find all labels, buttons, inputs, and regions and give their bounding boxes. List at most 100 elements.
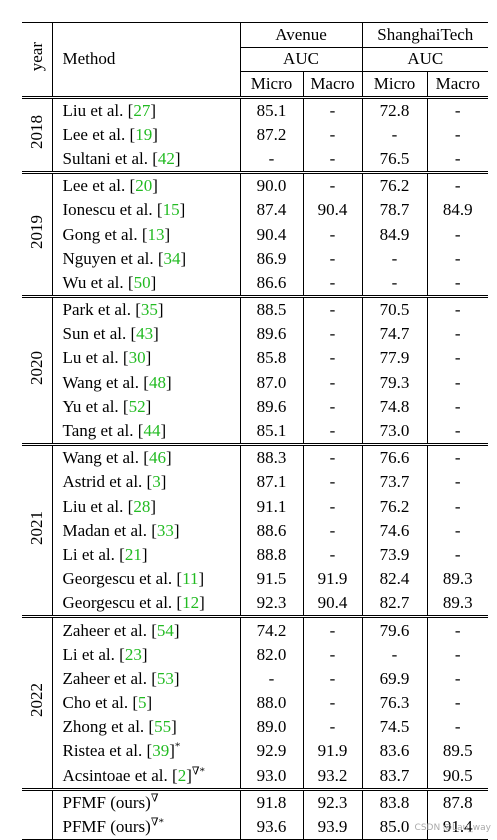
table-row: Astrid et al. [3] 87.1-73.7-: [22, 470, 489, 495]
table-row: 2020 Park et al. [35] 88.5-70.5-: [22, 294, 489, 445]
value-cell: 77.9: [361, 346, 428, 371]
value-cell: 89.3: [426, 567, 489, 592]
year-group: PFMF (ours)∇ 91.8 92.3 83.8 87.8 PFMF (ours)∇…: [22, 787, 489, 840]
value-cell: -: [302, 494, 363, 519]
value-cell: 91.9: [302, 739, 363, 764]
value-cell: -: [361, 122, 428, 147]
value-cell: 82.0: [256, 644, 287, 664]
value-cell: 70.5: [361, 295, 428, 323]
value-cell: 89.3: [426, 591, 489, 617]
method-cell: Lu et al. [30]: [52, 346, 241, 371]
value-cell: -: [302, 691, 363, 716]
value-cell: -: [361, 246, 428, 271]
value-cell: 74.6: [361, 518, 428, 543]
table-row: 2021 Wang et al. [46] 88.3-76.6-: [22, 443, 489, 617]
method-cell: Nguyen et al. [34]: [52, 246, 241, 271]
value-cell: 85.1: [256, 421, 287, 441]
method-cell: Li et al. [23]: [52, 642, 241, 667]
year-cell: 2021: [22, 443, 53, 617]
dataset-name: ShanghaiTech: [361, 22, 489, 48]
column-name: Macro: [426, 71, 489, 97]
value-cell: -: [302, 171, 363, 199]
value-cell: 90.5: [426, 763, 489, 790]
table-row: Madan et al. [33] 88.6-74.6-: [22, 518, 489, 543]
method-cell: Georgescu et al. [12]: [52, 591, 241, 617]
header-row: AUC AUC: [22, 47, 489, 72]
value-cell: -: [302, 246, 363, 271]
table-row: Tang et al. [44] 85.1-73.0-: [22, 418, 489, 445]
value-cell: 89.6: [256, 396, 287, 416]
value-cell: 89.0: [256, 717, 287, 737]
method-cell: Sultani et al. [42]: [52, 146, 241, 173]
value-cell: 85.8: [256, 348, 287, 368]
value-cell: -: [426, 691, 489, 716]
value-cell: 74.2: [240, 615, 303, 643]
value-cell: -: [426, 370, 489, 395]
table-row: Lu et al. [30] 85.8-77.9-: [22, 346, 489, 371]
value-cell: 74.7: [361, 322, 428, 347]
value-cell: 91.1: [256, 496, 287, 516]
value-cell: -: [268, 148, 275, 168]
table-row: Acsintoae et al. [2]∇* 93.0 93.2 83.7 90.5: [22, 763, 489, 790]
value-cell: -: [302, 666, 363, 691]
value-cell: -: [426, 322, 489, 347]
year-group: 2022 Zaheer et al. [54] 74.2-79.6- Li et al…: [22, 615, 489, 790]
year-label: 2020: [26, 350, 46, 385]
value-cell: 91.4: [426, 814, 489, 840]
header-row: Micro Macro Micro Macro: [22, 71, 489, 97]
value-cell: 90.4: [256, 224, 287, 244]
method-cell: Liu et al. [27]: [52, 95, 241, 123]
table-row: Ionescu et al. [15] 87.4 90.4 78.7 84.9: [22, 198, 489, 223]
value-cell: 90.0: [240, 171, 303, 199]
value-cell: -: [302, 322, 363, 347]
value-cell: -: [426, 95, 489, 123]
table-row: Georgescu et al. [12] 92.3 90.4 82.7 89.3: [22, 591, 489, 617]
year-cell: 2022: [22, 615, 53, 790]
header-row: year Method Avenue ShanghaiTech: [22, 22, 489, 97]
value-cell: 74.8: [361, 394, 428, 419]
method-cell: Zaheer et al. [53]: [52, 666, 241, 691]
table-row: Yu et al. [52] 89.6-74.8-: [22, 394, 489, 419]
value-cell: -: [302, 642, 363, 667]
table-row: Li et al. [23] 82.0- - -: [22, 642, 489, 667]
year-group: 2020 Park et al. [35] 88.5-70.5- Sun et al.…: [22, 294, 489, 445]
value-cell: 76.2: [361, 494, 428, 519]
value-cell: -: [426, 615, 489, 643]
value-cell: 87.2: [256, 124, 287, 144]
value-cell: -: [302, 443, 363, 471]
value-cell: -: [426, 146, 489, 173]
value-cell: 84.9: [361, 222, 428, 247]
method-cell: Ionescu et al. [15]: [52, 198, 241, 223]
value-cell: 88.6: [256, 520, 287, 540]
table-row: Gong et al. [13] 90.4-84.9-: [22, 222, 489, 247]
table-row: Lee et al. [19] 87.2- - -: [22, 122, 489, 147]
value-cell: -: [426, 470, 489, 495]
table-header: year Method Avenue ShanghaiTech AUC AUC Micro M…: [22, 22, 489, 97]
year-header: year: [22, 22, 53, 97]
dataset-name: Avenue: [240, 22, 363, 48]
method-header: Method: [52, 22, 241, 97]
value-cell: 78.7: [361, 198, 428, 223]
value-cell: 84.9: [426, 198, 489, 223]
metric-name: AUC: [361, 47, 489, 72]
value-cell: 89.5: [426, 739, 489, 764]
year-header-text: year: [26, 41, 46, 71]
year-label: 2018: [26, 114, 46, 149]
table-row: 2022 Zaheer et al. [54] 74.2-79.6-: [22, 615, 489, 790]
value-cell: 91.8: [240, 787, 303, 815]
year-cell: 2019: [22, 171, 53, 297]
value-cell: 92.9: [256, 741, 287, 761]
method-cell: Liu et al. [28]: [52, 494, 241, 519]
value-cell: 76.2: [361, 171, 428, 199]
column-name: Micro: [250, 73, 293, 93]
value-cell: 74.5: [361, 715, 428, 740]
value-cell: 87.8: [426, 787, 489, 815]
value-cell: -: [361, 642, 428, 667]
value-cell: -: [426, 518, 489, 543]
method-cell: Sun et al. [43]: [52, 322, 241, 347]
method-cell: Li et al. [21]: [52, 542, 241, 568]
value-cell: -: [426, 270, 489, 297]
value-cell: 69.9: [361, 666, 428, 691]
method-cell: Astrid et al. [3]: [52, 470, 241, 495]
